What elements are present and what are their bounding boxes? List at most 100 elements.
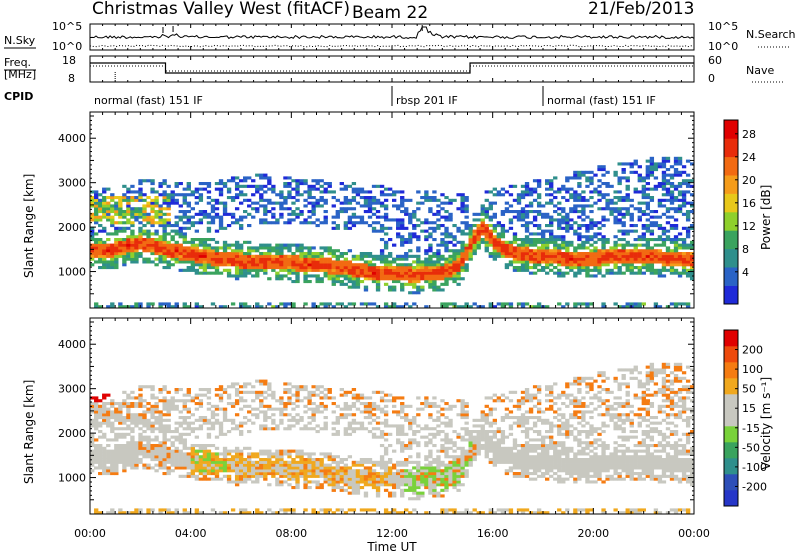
power-cell xyxy=(629,212,634,216)
power-cell xyxy=(142,215,147,219)
velocity-cell xyxy=(436,463,441,467)
power-cell xyxy=(460,201,465,205)
power-cell xyxy=(218,179,224,183)
velocity-cell xyxy=(339,416,344,420)
power-cell xyxy=(432,274,437,278)
power-cell xyxy=(512,235,518,239)
velocity-cell xyxy=(379,396,385,400)
power-cell xyxy=(134,246,139,250)
velocity-cell xyxy=(355,480,361,484)
velocity-cell xyxy=(315,480,320,484)
power-cell xyxy=(396,305,401,309)
power-cell xyxy=(247,254,252,258)
velocity-cell xyxy=(392,508,397,512)
velocity-cell xyxy=(371,460,377,464)
velocity-cell xyxy=(122,416,127,420)
power-cell xyxy=(206,243,212,247)
power-cell xyxy=(633,162,638,166)
velocity-cell xyxy=(424,472,429,476)
power-cell xyxy=(210,260,216,264)
power-cell xyxy=(351,221,357,225)
power-cell xyxy=(444,218,449,222)
power-cell xyxy=(480,218,485,222)
velocity-cell xyxy=(440,480,445,484)
velocity-cell xyxy=(102,463,107,467)
power-cell xyxy=(299,193,304,197)
power-cell xyxy=(428,207,433,211)
power-cell xyxy=(259,266,264,270)
velocity-cell xyxy=(400,449,405,453)
power-cell xyxy=(363,268,369,272)
power-cell xyxy=(279,260,284,264)
velocity-cell xyxy=(118,458,123,462)
power-cell xyxy=(661,268,667,272)
power-cell xyxy=(436,210,441,214)
power-cell xyxy=(436,277,441,281)
velocity-cell xyxy=(94,452,99,456)
velocity-cell xyxy=(210,416,216,420)
power-cell xyxy=(400,201,405,205)
power-cell xyxy=(456,254,461,258)
power-cell xyxy=(444,240,449,244)
velocity-cell xyxy=(194,463,200,467)
velocity-cell xyxy=(190,474,195,478)
velocity-cell xyxy=(323,508,328,512)
velocity-cell xyxy=(347,413,353,417)
power-cell xyxy=(178,249,183,253)
velocity-cell xyxy=(432,435,437,439)
power-cell xyxy=(468,305,473,309)
velocity-cell xyxy=(158,463,163,467)
power-cell xyxy=(685,260,691,264)
power-cell xyxy=(238,263,244,267)
power-cell xyxy=(484,235,489,239)
power-cell xyxy=(412,291,417,295)
velocity-cell xyxy=(234,449,240,453)
power-cell xyxy=(255,271,260,275)
power-cell xyxy=(532,243,538,247)
velocity-cell xyxy=(90,441,95,445)
power-cell xyxy=(271,268,276,272)
power-cell xyxy=(392,260,397,264)
power-cell xyxy=(110,243,115,247)
velocity-cell xyxy=(130,438,135,442)
velocity-cell xyxy=(158,410,163,414)
power-cell xyxy=(512,240,518,244)
power-cell xyxy=(601,274,606,278)
power-cell xyxy=(283,274,288,278)
power-cell xyxy=(561,226,566,230)
velocity-cell xyxy=(432,418,437,422)
power-cell xyxy=(561,215,566,219)
power-cell xyxy=(637,305,642,309)
velocity-cell xyxy=(367,404,373,408)
velocity-cell xyxy=(464,421,469,425)
power-cell xyxy=(130,184,135,188)
power-cell xyxy=(238,252,244,256)
power-cell xyxy=(146,232,151,236)
velocity-cell xyxy=(166,466,171,470)
power-cell xyxy=(379,226,385,230)
velocity-cell xyxy=(291,407,296,411)
power-cell xyxy=(379,260,385,264)
power-cell xyxy=(685,268,691,272)
power-cell xyxy=(279,246,284,250)
power-cell xyxy=(162,266,167,270)
power-cell xyxy=(617,198,622,202)
power-cell xyxy=(327,271,332,275)
power-cell xyxy=(597,254,602,258)
velocity-cell xyxy=(238,455,244,459)
power-cell xyxy=(251,274,256,278)
velocity-cell xyxy=(387,472,393,476)
velocity-cell xyxy=(166,460,171,464)
power-cell xyxy=(283,257,288,261)
velocity-cell xyxy=(267,458,272,462)
power-cell xyxy=(549,232,554,236)
power-cell xyxy=(335,263,340,267)
velocity-cell xyxy=(186,458,191,462)
power-cell xyxy=(222,204,228,208)
power-cell xyxy=(94,215,99,219)
power-cell xyxy=(520,254,526,258)
velocity-cell xyxy=(375,477,381,481)
velocity-cell xyxy=(202,416,208,420)
velocity-cell xyxy=(198,458,204,462)
velocity-cell xyxy=(106,458,111,462)
